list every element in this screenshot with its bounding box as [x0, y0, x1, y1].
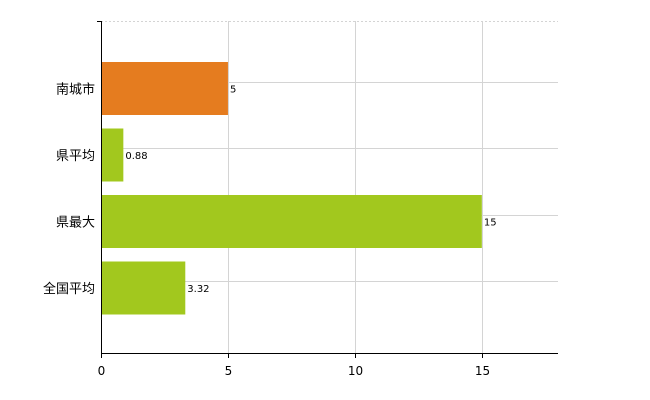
x-tick-label-0: 0	[98, 364, 106, 378]
category-label-1: 県平均	[56, 149, 95, 164]
value-label-2: 15	[484, 218, 497, 229]
value-label-3: 3.32	[187, 284, 209, 295]
bar-group	[102, 62, 482, 315]
x-tick-label-2: 10	[348, 364, 363, 378]
x-tick-label-1: 5	[225, 364, 233, 378]
bar-0	[102, 62, 228, 115]
bar-2	[102, 195, 482, 248]
x-tick-label-3: 15	[475, 364, 490, 378]
label-group: 5 南城市 0.88 県平均 15 県最大 3.32 全国平均 0 5 10 15	[43, 82, 497, 379]
value-label-0: 5	[230, 85, 236, 96]
bar-1	[102, 128, 124, 182]
value-label-1: 0.88	[125, 151, 147, 162]
category-label-3: 全国平均	[43, 281, 95, 297]
category-label-0: 南城市	[56, 82, 95, 98]
axes	[97, 21, 558, 358]
category-label-2: 県最大	[56, 216, 95, 231]
bar-3	[102, 261, 186, 315]
